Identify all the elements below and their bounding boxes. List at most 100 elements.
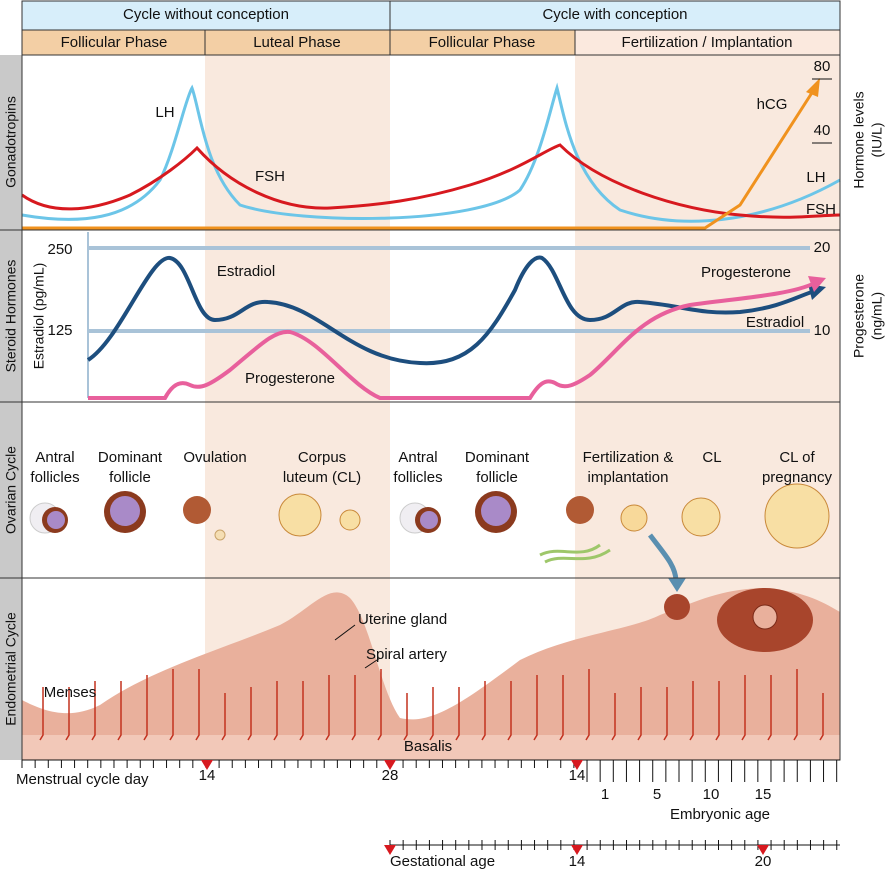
spiral-artery — [299, 681, 304, 741]
curve-label: Estradiol — [746, 314, 804, 331]
spiral-arteries — [39, 669, 824, 741]
ovarian-label: Antral — [35, 449, 74, 466]
tick-label: 20 — [755, 853, 772, 870]
spiral-artery — [481, 681, 486, 741]
day-ticks — [21, 759, 840, 850]
tick-label: 14 — [199, 767, 216, 784]
ovarian-label: follicle — [476, 469, 518, 486]
ovarian-label: Dominant — [98, 449, 163, 466]
annotation: Spiral artery — [366, 646, 447, 663]
ovulation-icon — [566, 496, 594, 524]
arrow-head — [806, 78, 820, 97]
curve-label: FSH — [806, 201, 836, 218]
cl-icon — [764, 483, 830, 549]
curve-label: LH — [806, 169, 825, 186]
spiral-artery — [455, 687, 460, 741]
phase-cell — [574, 29, 841, 56]
arrow — [648, 533, 679, 581]
spiral-artery — [143, 675, 148, 741]
spiral-artery — [403, 693, 408, 741]
curve-label: FSH — [255, 168, 285, 185]
spiral-artery — [325, 675, 330, 741]
hcg-curve — [22, 87, 817, 230]
phase-text: Luteal Phase — [253, 34, 341, 51]
ovarian-label: follicles — [30, 469, 79, 486]
spiral-artery — [689, 681, 694, 741]
curve-label: LH — [155, 104, 174, 121]
lh-curve — [21, 82, 841, 223]
ovarian-label: implantation — [588, 469, 669, 486]
ovarian-icons — [29, 483, 830, 592]
spiral-artery — [117, 681, 122, 741]
arrow-head — [808, 276, 826, 292]
axis-title: Menstrual cycle day — [16, 771, 149, 788]
axis-tick-label: 125 — [47, 322, 72, 339]
side-label: Ovarian Cycle — [3, 446, 19, 534]
follicle-icon — [47, 511, 65, 529]
axis-tick-label: 250 — [47, 241, 72, 258]
follicle-icon — [481, 496, 511, 526]
ovarian-label: follicle — [109, 469, 151, 486]
progesterone-curve — [88, 281, 816, 400]
ovarian-label: Antral — [398, 449, 437, 466]
spiral-artery — [91, 681, 96, 741]
tick-label: 1 — [601, 786, 609, 803]
sperm-icon — [539, 543, 611, 564]
leader-line — [364, 657, 381, 669]
ovarian-label: Ovulation — [183, 449, 246, 466]
curve-label: Progesterone — [701, 264, 791, 281]
axis-title: Estradiol (pg/mL) — [31, 263, 47, 370]
spiral-artery — [819, 693, 824, 741]
spiral-artery — [663, 687, 668, 741]
spiral-artery — [533, 675, 538, 741]
tick-label: 14 — [569, 853, 586, 870]
cl-icon — [278, 493, 322, 537]
spiral-artery — [273, 681, 278, 741]
spiral-artery — [39, 687, 44, 741]
spiral-artery — [637, 687, 642, 741]
annotation: Uterine gland — [358, 611, 447, 628]
header-text: Cycle without conception — [123, 6, 289, 23]
ovarian-label: CL of — [779, 449, 815, 466]
curve-label: Estradiol — [217, 263, 275, 280]
ovarian-label: Dominant — [465, 449, 530, 466]
spiral-artery — [585, 669, 590, 741]
phase-text: Follicular Phase — [61, 34, 168, 51]
ovarian-label: CL — [702, 449, 721, 466]
axis-tick-label: 80 — [814, 58, 831, 75]
ovarian-label: pregnancy — [762, 469, 833, 486]
header-cell — [389, 0, 841, 31]
axis-title: Gestational age — [390, 853, 495, 870]
follicle-icon — [420, 511, 438, 529]
ovulation-icon — [183, 496, 211, 524]
annotation: Menses — [44, 684, 97, 701]
spiral-artery — [741, 675, 746, 741]
follicle-icon — [110, 496, 140, 526]
cl-icon — [681, 497, 721, 537]
spiral-artery — [195, 669, 200, 741]
arrow-head — [668, 578, 686, 592]
axis-tick-label: 20 — [814, 239, 831, 256]
curve-label: Progesterone — [245, 370, 335, 387]
header-cell — [21, 0, 391, 31]
ovarian-label: Corpus — [298, 449, 346, 466]
axis-tick-label: 40 — [814, 122, 831, 139]
tick-label: 10 — [703, 786, 720, 803]
marker — [201, 760, 213, 770]
marker — [571, 845, 583, 855]
marker — [757, 845, 769, 855]
spiral-artery — [377, 669, 382, 741]
spiral-artery — [559, 675, 564, 741]
ovarian-label: follicles — [393, 469, 442, 486]
header-text: Cycle with conception — [542, 6, 687, 23]
tick-label: 28 — [382, 767, 399, 784]
spiral-artery — [715, 681, 720, 741]
marker — [384, 845, 396, 855]
leader-line — [334, 624, 356, 641]
phase-text: Follicular Phase — [429, 34, 536, 51]
curve-label: hCG — [757, 96, 788, 113]
embryo-icon — [664, 594, 690, 620]
tick-label: 14 — [569, 767, 586, 784]
spiral-artery — [793, 669, 798, 741]
spiral-artery — [429, 687, 434, 741]
